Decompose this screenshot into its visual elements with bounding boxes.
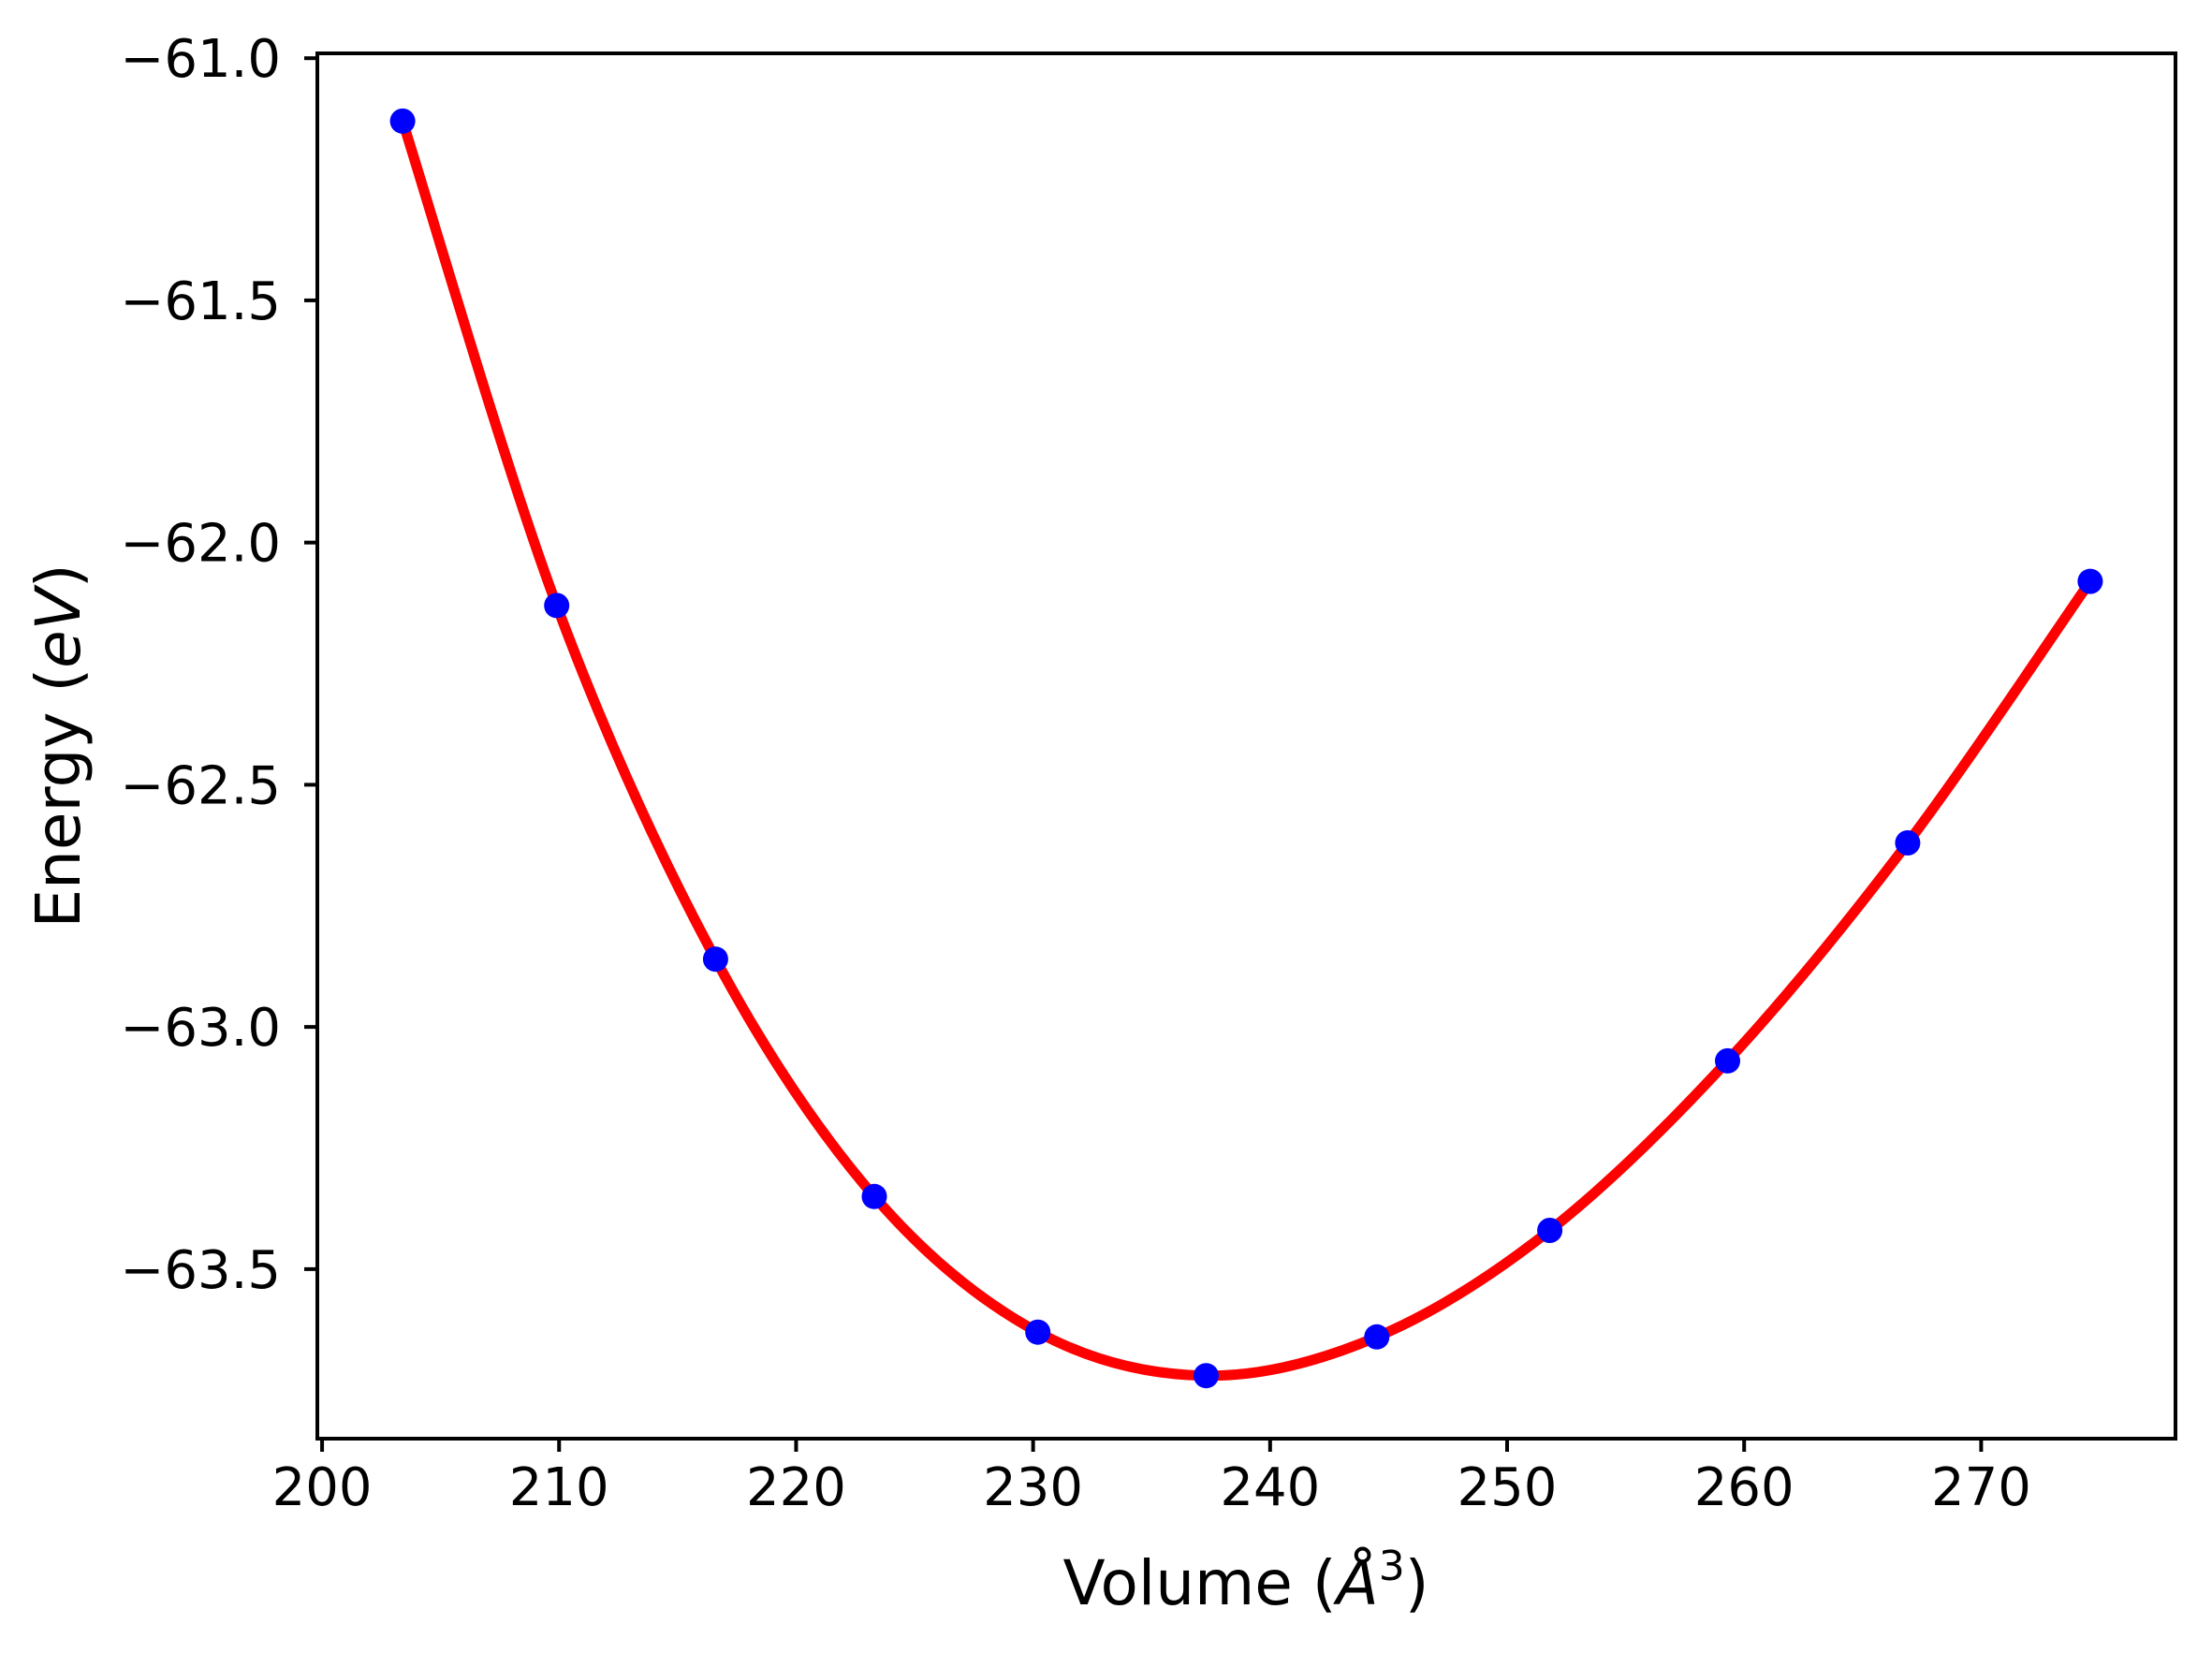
data-point <box>1025 1319 1051 1345</box>
data-point <box>1364 1324 1390 1350</box>
y-tick-label: −61.5 <box>120 271 281 332</box>
data-point <box>1537 1218 1563 1243</box>
x-tick-label: 270 <box>1931 1457 2031 1518</box>
y-axis-title-prefix: Energy ( <box>22 667 95 929</box>
ev-symbol: eV <box>22 588 95 668</box>
y-tick-label: −63.5 <box>120 1240 281 1301</box>
y-tick-label: −62.5 <box>120 755 281 816</box>
x-axis-title-suffix: ) <box>1404 1547 1429 1619</box>
y-axis-title: Energy (eV) <box>22 563 95 928</box>
data-point <box>702 946 728 973</box>
x-tick-label: 260 <box>1694 1457 1795 1518</box>
angstrom-exponent: 3 <box>1378 1543 1405 1590</box>
x-axis-title-prefix: Volume ( <box>1062 1547 1337 1619</box>
data-point <box>1194 1363 1219 1389</box>
x-tick-label: 220 <box>746 1457 846 1518</box>
y-axis-title-suffix: ) <box>22 563 95 589</box>
data-point <box>861 1183 887 1209</box>
y-tick-label: −62.0 <box>120 514 281 575</box>
x-tick-label: 240 <box>1220 1457 1320 1518</box>
x-tick-label: 250 <box>1458 1457 1558 1518</box>
data-point <box>2077 568 2103 594</box>
x-tick-label: 230 <box>983 1457 1083 1518</box>
data-point <box>1895 830 1921 856</box>
data-point <box>389 108 416 134</box>
plot-area-border <box>315 51 2177 1441</box>
y-tick-label: −61.0 <box>120 29 281 90</box>
fit-curve <box>397 115 2096 1382</box>
data-point <box>544 592 570 619</box>
x-tick-label: 200 <box>272 1457 373 1518</box>
y-tick-label: −63.0 <box>120 998 281 1059</box>
data-point <box>1715 1047 1740 1074</box>
x-tick-label: 210 <box>509 1457 609 1518</box>
x-axis-title: Volume (Å3) <box>1062 1546 1428 1615</box>
angstrom-symbol: Å <box>1336 1547 1379 1619</box>
